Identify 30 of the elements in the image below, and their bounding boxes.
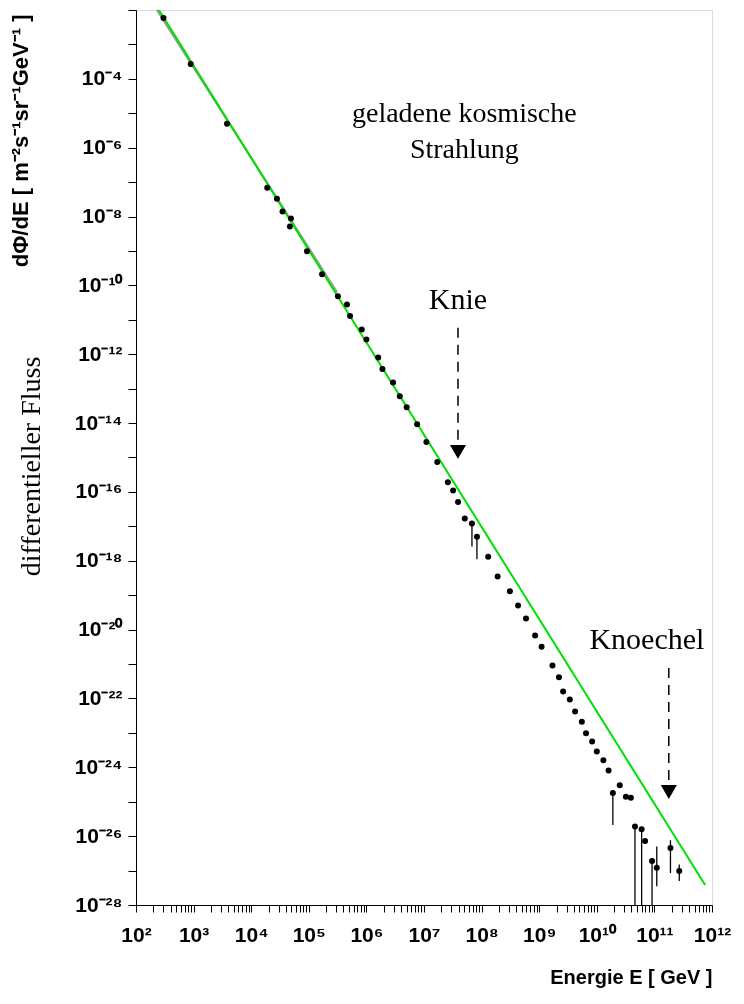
y-tick-label: 10⁻⁴ xyxy=(81,66,123,90)
x-tick-label: 10⁸ xyxy=(465,922,499,946)
y-tick-label: 10⁻¹⁰ xyxy=(78,272,124,296)
y-tick-label: 10⁻²² xyxy=(78,685,123,709)
x-axis-title: Energie E [ GeV ] xyxy=(550,965,713,988)
y-tick-label: 10⁻²⁶ xyxy=(75,823,123,847)
annotation: Knoechel xyxy=(589,621,705,655)
x-tick-label: 10⁹ xyxy=(523,922,557,946)
y-tick-label: 10⁻¹² xyxy=(78,341,123,365)
x-tick-label: 10⁵ xyxy=(292,922,326,946)
x-tick-label: 10¹² xyxy=(693,922,732,946)
y-tick-label: 10⁻⁶ xyxy=(82,135,123,159)
y-tick-label: 10⁻¹⁸ xyxy=(75,548,123,572)
x-tick-label: 10⁴ xyxy=(234,922,269,946)
x-tick-label: 10⁷ xyxy=(408,922,441,946)
text: differentieller Fluss xyxy=(15,356,46,577)
x-tick-label: 10² xyxy=(121,922,152,946)
y-tick-label: 10⁻²⁰ xyxy=(78,617,124,641)
x-tick-label: 10¹¹ xyxy=(636,922,674,946)
y-tick-label: 10⁻²⁴ xyxy=(74,754,123,778)
y-tick-label: 10⁻¹⁴ xyxy=(74,410,123,434)
y-axis-title: dΦ/dE [ m⁻²s⁻¹sr⁻¹GeV⁻¹ ] xyxy=(7,14,33,268)
x-tick-label: 10¹⁰ xyxy=(578,922,617,946)
x-tick-label: 10³ xyxy=(178,922,210,946)
y-tick-label: 10⁻¹⁶ xyxy=(75,479,123,503)
annotation: Knie xyxy=(428,281,488,315)
annotation: geladene kosmische Strahlung xyxy=(351,97,577,164)
x-tick-label: 10⁶ xyxy=(350,922,384,946)
y-tick-label: 10⁻²⁸ xyxy=(75,892,123,916)
y-tick-label: 10⁻⁸ xyxy=(82,204,123,228)
